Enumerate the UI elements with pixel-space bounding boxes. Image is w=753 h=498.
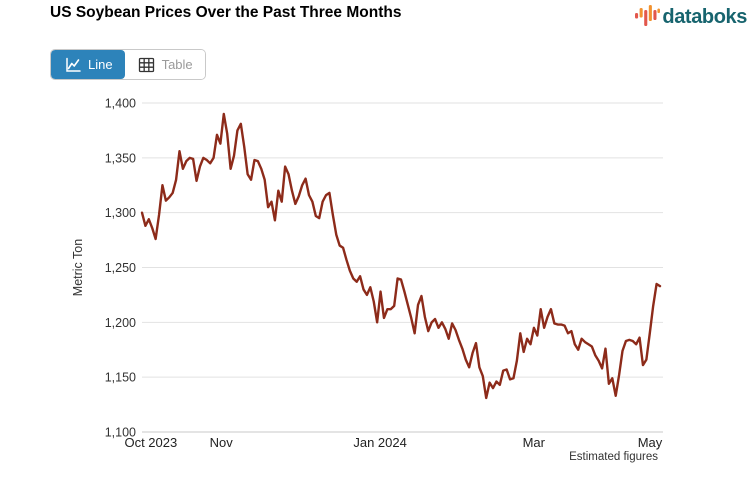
table-grid-icon (138, 57, 154, 72)
x-tick-label: Mar (523, 435, 546, 450)
y-tick-label: 1,250 (105, 261, 136, 275)
y-tick-label: 1,400 (105, 97, 136, 111)
y-axis-title: Metric Ton (71, 239, 85, 296)
y-tick-label: 1,300 (105, 206, 136, 220)
view-toggle-group: Line Table (50, 49, 206, 80)
equalizer-bars-icon (635, 5, 661, 26)
page-title: US Soybean Prices Over the Past Three Mo… (50, 4, 402, 21)
databoks-logo-text: databoks (662, 5, 747, 28)
y-tick-label: 1,200 (105, 316, 136, 330)
databoks-logo[interactable]: databoks (634, 4, 747, 30)
x-tick-label: Jan 2024 (353, 435, 407, 450)
footnote: Estimated figures (569, 451, 658, 463)
x-tick-label: Nov (210, 435, 234, 450)
y-tick-label: 1,350 (105, 151, 136, 165)
x-tick-label: May (638, 435, 663, 450)
line-button-label: Line (88, 57, 113, 72)
price-line-series (140, 112, 662, 400)
x-tick-label: Oct 2023 (124, 435, 177, 450)
table-view-button[interactable]: Table (124, 50, 205, 79)
line-view-button[interactable]: Line (51, 50, 125, 79)
line-chart-icon (66, 57, 81, 72)
table-button-label: Table (161, 57, 193, 72)
y-tick-label: 1,150 (105, 371, 136, 385)
y-tick-label: 1,100 (105, 426, 136, 440)
